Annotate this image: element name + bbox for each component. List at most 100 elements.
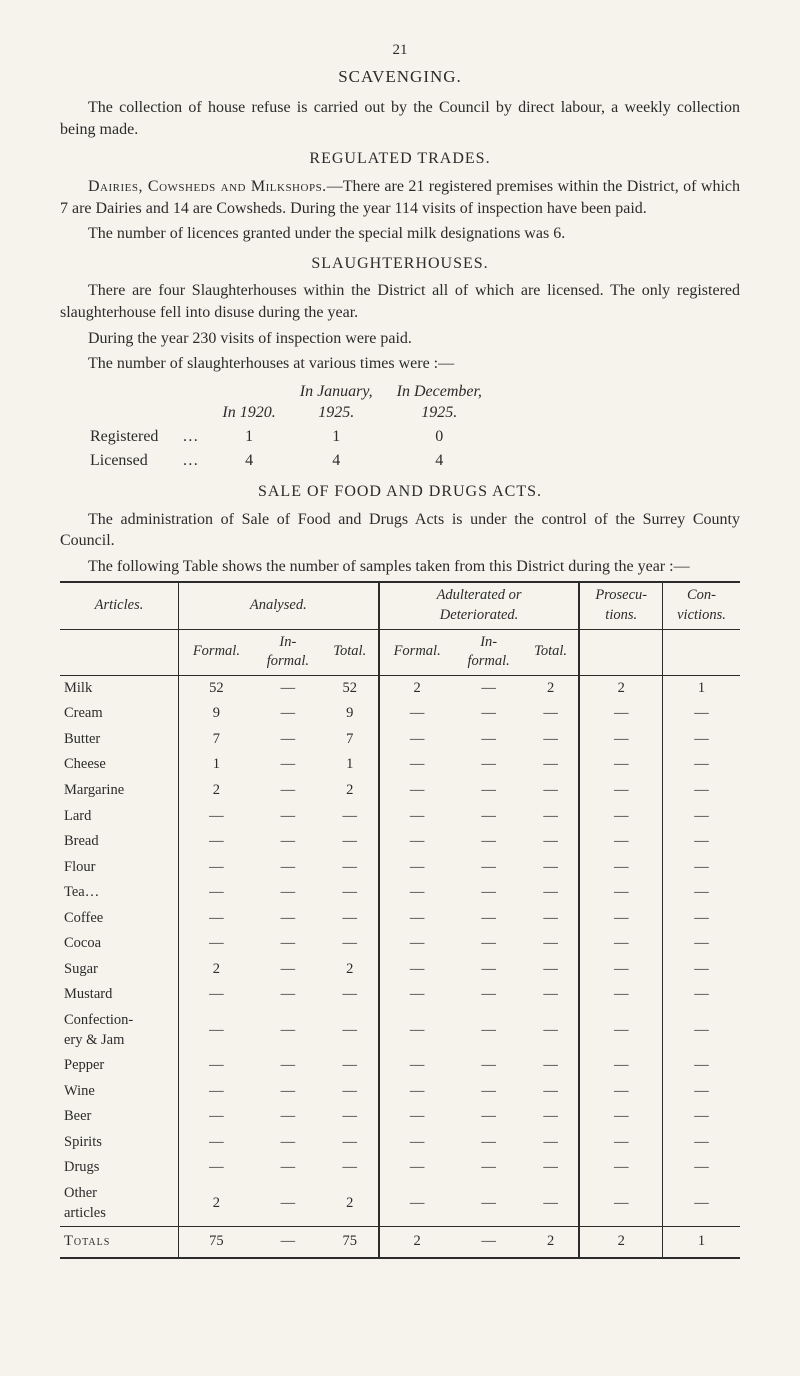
- table-cell: —: [254, 906, 322, 932]
- table-row: Sugar2—2—————: [60, 957, 740, 983]
- table-cell: —: [579, 1053, 662, 1079]
- table-cell: —: [579, 778, 662, 804]
- table-cell: —: [662, 778, 740, 804]
- table-cell: —: [322, 1053, 379, 1079]
- table-cell: —: [455, 701, 523, 727]
- table-cell: —: [379, 906, 455, 932]
- table-cell: —: [523, 727, 580, 753]
- table-cell: —: [379, 778, 455, 804]
- licences-para: The number of licences granted under the…: [60, 223, 740, 245]
- table-cell: —: [662, 1053, 740, 1079]
- table-cell: —: [662, 1130, 740, 1156]
- table-cell: —: [379, 752, 455, 778]
- table-cell: —: [254, 829, 322, 855]
- table-cell: 2: [179, 1181, 254, 1227]
- row-label: Cocoa: [60, 931, 179, 957]
- row-label: Milk: [60, 675, 179, 701]
- table-cell: —: [579, 804, 662, 830]
- table-cell: —: [179, 1079, 254, 1105]
- slaughter-heading: SLAUGHTERHOUSES.: [60, 253, 740, 275]
- table-cell: —: [254, 982, 322, 1008]
- table-cell: —: [379, 1155, 455, 1181]
- table-cell: —: [254, 1155, 322, 1181]
- table-cell: 7: [179, 727, 254, 753]
- table-row: Flour————————: [60, 855, 740, 881]
- table-cell: —: [662, 957, 740, 983]
- regulated-heading: REGULATED TRADES.: [60, 148, 740, 170]
- table-cell: —: [322, 1079, 379, 1105]
- table-cell: —: [254, 1053, 322, 1079]
- table-cell: —: [455, 829, 523, 855]
- table-cell: —: [254, 727, 322, 753]
- table-cell: —: [523, 1155, 580, 1181]
- table-cell: —: [455, 1053, 523, 1079]
- table-cell: 1: [662, 675, 740, 701]
- table-cell: —: [379, 1079, 455, 1105]
- table-cell: —: [179, 1104, 254, 1130]
- table-row: Cocoa————————: [60, 931, 740, 957]
- table-cell: —: [579, 855, 662, 881]
- table-cell: 2: [322, 1181, 379, 1227]
- table-cell: —: [523, 1104, 580, 1130]
- totals-cell: 2: [579, 1227, 662, 1258]
- table-cell: —: [179, 804, 254, 830]
- table-cell: —: [254, 778, 322, 804]
- table-sub-header: [579, 629, 662, 675]
- table-sub-header: Total.: [523, 629, 580, 675]
- table-cell: —: [379, 982, 455, 1008]
- table-cell: —: [662, 855, 740, 881]
- table-cell: —: [379, 1053, 455, 1079]
- table-cell: —: [179, 855, 254, 881]
- table-col-group: Adulterated or Deteriorated.: [379, 582, 580, 629]
- table-row: Other articles2—2—————: [60, 1181, 740, 1227]
- table-row: Milk52—522—221: [60, 675, 740, 701]
- table-cell: —: [254, 1104, 322, 1130]
- row-label: Lard: [60, 804, 179, 830]
- totals-cell: —: [254, 1227, 322, 1258]
- table-cell: —: [662, 880, 740, 906]
- table-cell: —: [322, 829, 379, 855]
- table-cell: —: [662, 982, 740, 1008]
- row-label: Cheese: [60, 752, 179, 778]
- table-cell: —: [455, 855, 523, 881]
- table-cell: —: [179, 982, 254, 1008]
- table-cell: —: [322, 1130, 379, 1156]
- table-cell: —: [322, 855, 379, 881]
- row-label: Sugar: [60, 957, 179, 983]
- table-cell: —: [662, 701, 740, 727]
- table-cell: —: [579, 982, 662, 1008]
- table-cell: —: [455, 778, 523, 804]
- scavenging-para: The collection of house refuse is carrie…: [60, 97, 740, 140]
- table-cell: —: [523, 906, 580, 932]
- totals-cell: 2: [523, 1227, 580, 1258]
- table-body: Milk52—522—221Cream9—9—————Butter7—7————…: [60, 675, 740, 1226]
- table-cell: —: [379, 1130, 455, 1156]
- table-cell: 2: [379, 675, 455, 701]
- table-cell: —: [379, 880, 455, 906]
- table-cell: —: [379, 804, 455, 830]
- table-cell: 2: [322, 957, 379, 983]
- table-col-group: Con- victions.: [662, 582, 740, 629]
- table-cell: —: [523, 804, 580, 830]
- table-sub-header: In- formal.: [254, 629, 322, 675]
- table-cell: —: [579, 752, 662, 778]
- table-sub-header: [662, 629, 740, 675]
- table-row: Pepper————————: [60, 1053, 740, 1079]
- slaughter-para2: During the year 230 visits of inspection…: [60, 328, 740, 350]
- table-cell: —: [254, 1079, 322, 1105]
- table-cell: —: [455, 1008, 523, 1053]
- table-cell: —: [662, 1104, 740, 1130]
- row-label: Drugs: [60, 1155, 179, 1181]
- table-cell: —: [254, 931, 322, 957]
- table-cell: 2: [579, 675, 662, 701]
- table-row: Lard————————: [60, 804, 740, 830]
- dairies-lead: Dairies, Cowsheds and Milkshops.: [88, 178, 327, 195]
- table-cell: —: [579, 957, 662, 983]
- table-cell: 2: [523, 675, 580, 701]
- table-row: Butter7—7—————: [60, 727, 740, 753]
- slaughter-para1: There are four Slaughterhouses within th…: [60, 280, 740, 323]
- table-cell: —: [379, 1008, 455, 1053]
- table-cell: 2: [322, 778, 379, 804]
- table-sub-header: Total.: [322, 629, 379, 675]
- table-cell: —: [322, 906, 379, 932]
